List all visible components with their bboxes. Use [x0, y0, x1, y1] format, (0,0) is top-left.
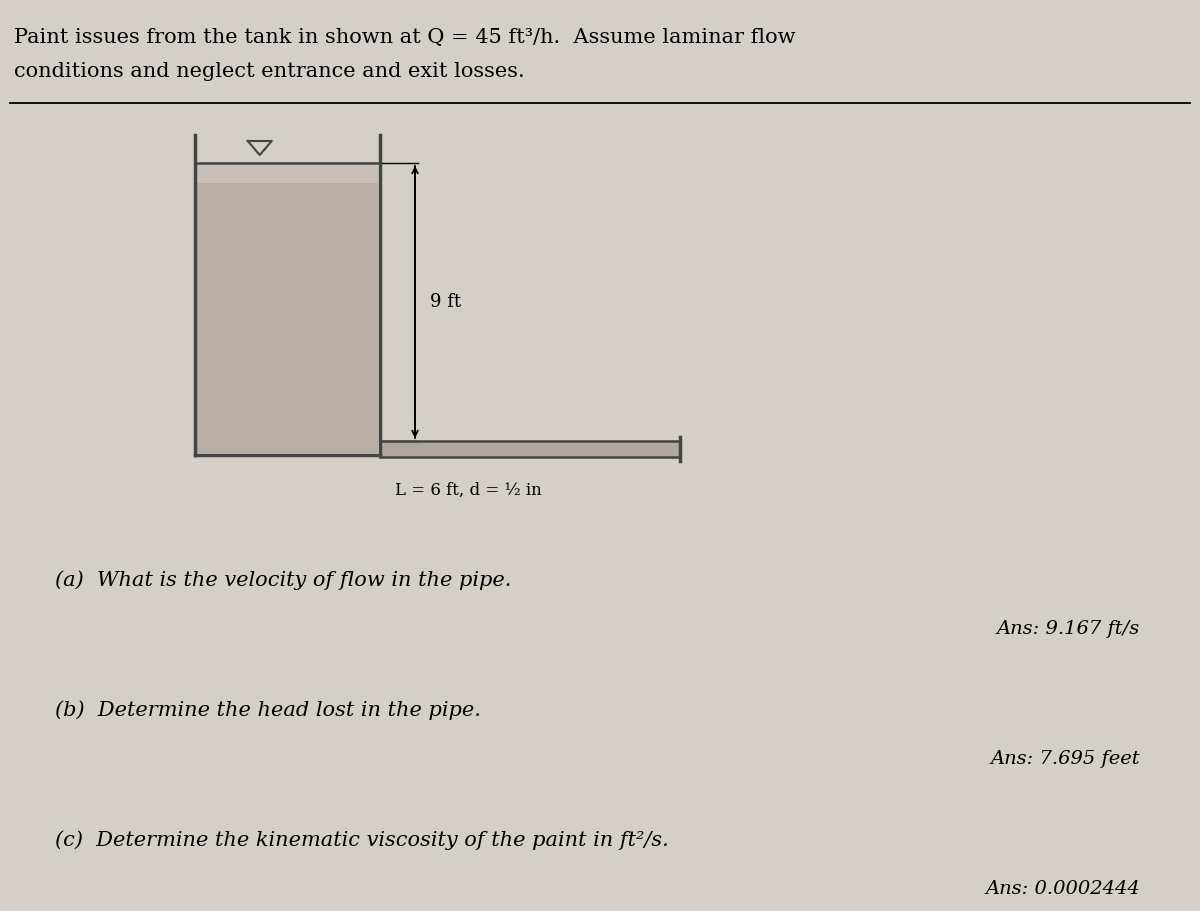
Text: Paint issues from the tank in shown at Q = 45 ft³/h.  Assume laminar flow: Paint issues from the tank in shown at Q… [14, 28, 796, 47]
Bar [197, 165, 378, 183]
Text: (b)  Determine the head lost in the pipe.: (b) Determine the head lost in the pipe. [55, 700, 481, 720]
Text: (a)  What is the velocity of flow in the pipe.: (a) What is the velocity of flow in the … [55, 570, 511, 589]
Text: conditions and neglect entrance and exit losses.: conditions and neglect entrance and exit… [14, 62, 524, 81]
Text: 9 ft: 9 ft [430, 293, 461, 311]
Text: Ans: 0.0002444: Ans: 0.0002444 [985, 880, 1140, 898]
Text: (c)  Determine the kinematic viscosity of the paint in ft²/s.: (c) Determine the kinematic viscosity of… [55, 830, 668, 850]
Bar [380, 441, 680, 457]
Text: Ans: 9.167 ft/s: Ans: 9.167 ft/s [997, 620, 1140, 638]
Text: Ans: 7.695 feet: Ans: 7.695 feet [990, 750, 1140, 768]
Text: L = 6 ft, d = ½ in: L = 6 ft, d = ½ in [395, 482, 541, 499]
Bar [197, 165, 378, 453]
